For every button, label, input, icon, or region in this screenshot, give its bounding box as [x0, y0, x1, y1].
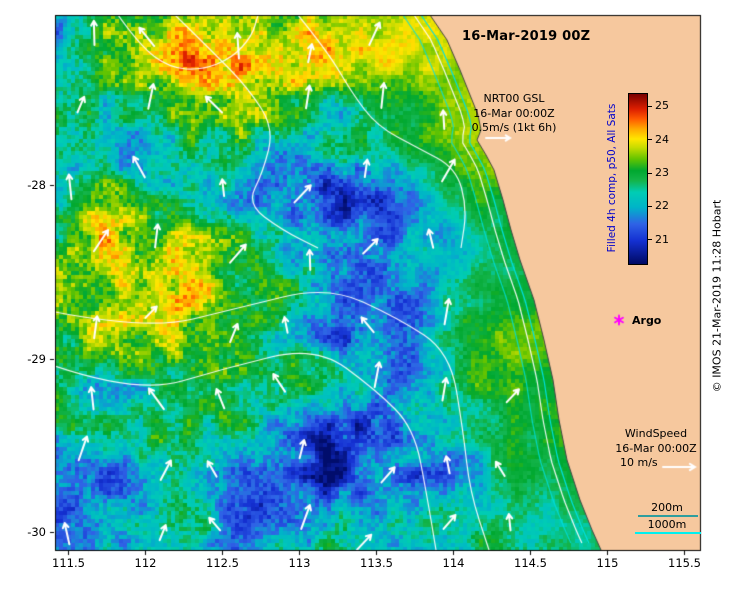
bathy-200m-line — [638, 515, 698, 517]
y-axis-tick-label: -28 — [27, 177, 46, 192]
colorbar-tick-mark — [647, 105, 652, 107]
y-axis-tick-label: -29 — [27, 351, 46, 366]
x-axis-tick-label: 115 — [596, 556, 619, 570]
gsl-legend: NRT00 GSL 16-Mar 00:00Z 0.5m/s (1kt 6h) — [452, 92, 576, 136]
colorbar-tick-label: 24 — [655, 132, 669, 146]
x-axis-tick-label: 111.5 — [52, 556, 85, 570]
colorbar-label: Filled 4h comp, p50, All Sats — [606, 103, 618, 253]
y-axis-tick-label: -30 — [27, 524, 46, 539]
x-axis-tick-label: 114.5 — [514, 556, 547, 570]
wind-legend: WindSpeed 16-Mar 00:00Z 10 m/s — [608, 427, 704, 471]
wind-legend-time: 16-Mar 00:00Z — [615, 441, 697, 455]
x-axis-tick-label: 115.5 — [668, 556, 701, 570]
gsl-legend-scale: 0.5m/s (1kt 6h) — [471, 121, 557, 134]
colorbar-tick-mark — [647, 139, 652, 141]
copyright-text: © IMOS 21-Mar-2019 11:28 Hobart — [710, 199, 724, 393]
bathy-1000m-label: 1000m — [647, 518, 687, 531]
bathy-1000m-line — [635, 532, 701, 534]
x-axis-tick-label: 112.5 — [206, 556, 239, 570]
x-axis-tick-label: 114 — [442, 556, 465, 570]
argo-label: Argo — [632, 314, 662, 327]
colorbar — [628, 93, 648, 265]
x-axis-tick-label: 113.5 — [360, 556, 393, 570]
colorbar-tick-mark — [647, 172, 652, 174]
colorbar-tick-mark — [647, 205, 652, 207]
x-axis-tick-label: 113 — [288, 556, 311, 570]
map-title: 16-Mar-2019 00Z — [462, 29, 591, 44]
gsl-legend-name: NRT00 GSL — [483, 92, 545, 105]
colorbar-tick-label: 22 — [655, 199, 669, 213]
colorbar-tick-label: 23 — [655, 166, 669, 179]
colorbar-tick-label: 21 — [655, 232, 669, 246]
colorbar-tick-label: 25 — [655, 99, 669, 113]
wind-legend-scale: 10 m/s — [620, 456, 658, 469]
bathy-200m-label: 200m — [651, 501, 683, 514]
colorbar-tick-mark — [647, 239, 652, 241]
x-axis-tick-label: 112 — [134, 556, 157, 570]
wind-legend-name: WindSpeed — [624, 427, 688, 440]
gsl-legend-time: 16-Mar 00:00Z — [473, 106, 555, 120]
